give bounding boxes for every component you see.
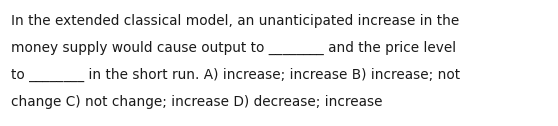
Text: to ________ in the short run. A) increase; increase B) increase; not: to ________ in the short run. A) increas… (11, 68, 460, 82)
Text: In the extended classical model, an unanticipated increase in the: In the extended classical model, an unan… (11, 14, 459, 28)
Text: change C) not change; increase D) decrease; increase: change C) not change; increase D) decrea… (11, 95, 382, 109)
Text: money supply would cause output to ________ and the price level: money supply would cause output to _____… (11, 41, 456, 55)
